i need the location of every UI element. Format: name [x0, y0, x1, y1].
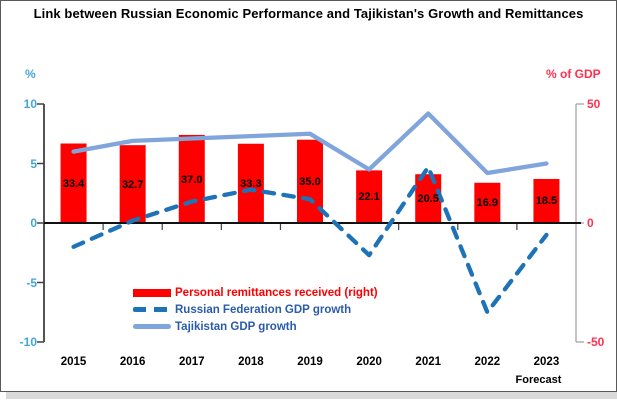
- legend-item-1: Russian Federation GDP growth: [133, 301, 378, 318]
- legend-item-0: Personal remittances received (right): [133, 284, 378, 301]
- bottom-shadow: [6, 392, 617, 399]
- legend-item-2: Tajikistan GDP growth: [133, 318, 378, 335]
- bar-value-label: 18.5: [535, 194, 558, 207]
- bar-value-label: 33.3: [240, 177, 262, 190]
- dashed-line-swatch-icon: [133, 307, 171, 312]
- right-axis-tick-label: 50: [587, 97, 601, 111]
- bar-value-label: 20.5: [417, 192, 439, 205]
- x-axis-label-2016: 2016: [119, 356, 146, 368]
- legend-swatch-box: [133, 288, 175, 297]
- remittances-bar-2016: [119, 145, 146, 223]
- left-axis-tick-label: 10: [23, 97, 37, 111]
- bar-value-label: 37.0: [181, 173, 203, 186]
- left-axis-tick-label: 0: [30, 216, 37, 230]
- bar-value-label: 35.0: [299, 176, 321, 189]
- right-axis-unit-label: % of GDP: [546, 67, 601, 81]
- legend-label: Personal remittances received (right): [175, 286, 378, 299]
- remittances-bar-2017: [178, 134, 205, 223]
- remittances-bar-2018: [237, 143, 264, 223]
- remittances-bar-2022: [474, 182, 501, 223]
- legend-swatch-box: [133, 324, 175, 329]
- remittances-bar-2023: [533, 178, 560, 223]
- bar-value-label: 32.7: [121, 178, 144, 191]
- bar-value-label: 33.4: [62, 177, 85, 190]
- left-axis-tick-label: 5: [30, 156, 37, 171]
- remittances-bar-2021: [415, 174, 442, 223]
- chart-title: Link between Russian Economic Performanc…: [33, 6, 584, 21]
- x-axis-label-2015: 2015: [60, 356, 87, 368]
- tajikistan-gdp-growth-line: [71, 111, 549, 176]
- right-axis-tick-label: 0: [587, 216, 594, 230]
- legend-swatch-box: [133, 307, 175, 312]
- legend-label: Tajikistan GDP growth: [175, 320, 297, 333]
- left-axis-tick-label: -10: [19, 335, 37, 349]
- remittances-bar-2020: [356, 170, 383, 223]
- x-axis-label-2021: 2021: [415, 356, 442, 368]
- legend: Personal remittances received (right) Rus…: [133, 284, 378, 335]
- x-axis-label-2022: 2022: [474, 356, 501, 368]
- x-axis-label-2017: 2017: [178, 356, 205, 368]
- left-axis-tick-label: -5: [26, 275, 37, 290]
- plot-area: [37, 103, 584, 343]
- solid-line-swatch-icon: [133, 324, 171, 329]
- x-axis-label-2018: 2018: [238, 356, 264, 368]
- bar-value-label: 16.9: [476, 196, 499, 209]
- x-axis-label-2019: 2019: [297, 356, 323, 368]
- remittances-bar-2015: [60, 143, 87, 223]
- legend-label: Russian Federation GDP growth: [175, 303, 352, 316]
- x-axis-label-2023: 2023: [533, 356, 560, 368]
- forecast-note: Forecast: [515, 374, 562, 386]
- bar-swatch-icon: [133, 288, 171, 297]
- bar-value-label: 22.1: [358, 190, 380, 203]
- russia-gdp-growth-line: [71, 164, 549, 315]
- right-axis-tick-label: -50: [587, 335, 605, 349]
- left-axis-unit-label: %: [25, 67, 36, 81]
- x-axis-label-2020: 2020: [356, 356, 382, 368]
